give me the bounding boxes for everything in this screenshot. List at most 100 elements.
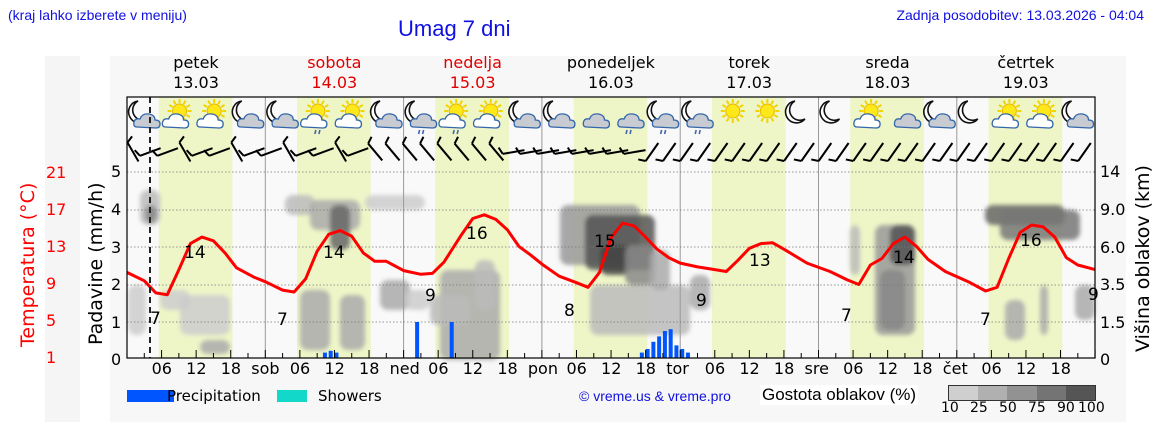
wind-barb-icon <box>384 136 401 162</box>
x-tick-label: 12 <box>186 359 207 378</box>
wind-barb-icon <box>845 142 867 162</box>
cloud-icon <box>582 113 611 129</box>
last-update: Zadnja posodobitev: 13.03.2026 - 04:04 <box>896 7 1144 23</box>
cloud-tick: 9.0 <box>1100 200 1126 219</box>
x-tick-label: 06 <box>704 359 726 378</box>
wind-barb-icon <box>566 146 594 155</box>
day-date: 13.03 <box>173 73 219 92</box>
sun-cloud-icon <box>853 99 884 129</box>
x-tick-label: 06 <box>981 359 1002 378</box>
wind-barb-icon <box>185 147 213 157</box>
temp-min-label: 7 <box>980 310 991 330</box>
moon-cloud-icon <box>508 100 541 129</box>
wind-barbs-row <box>126 135 1092 163</box>
temp-tick: 17 <box>46 200 67 219</box>
scale-tick: 100 <box>1078 400 1105 416</box>
x-tick-label: 18 <box>220 359 242 378</box>
temp-tick: 1 <box>46 348 57 367</box>
precip-tick: 1 <box>111 313 122 332</box>
wind-barb-icon <box>203 147 231 157</box>
precipitation-bars <box>322 322 690 358</box>
copyright-link[interactable]: © vreme.us & vreme.pro <box>579 388 731 404</box>
temp-min-label: 9 <box>425 286 436 306</box>
wind-barb-icon <box>759 142 781 162</box>
wind-barb-icon <box>334 135 347 163</box>
wind-barb-icon <box>497 146 525 155</box>
x-tick-label: 12 <box>462 359 484 378</box>
wind-barb-icon <box>601 146 629 155</box>
wind-barb-icon <box>914 142 936 162</box>
wind-barb-icon <box>949 142 971 162</box>
day-name: sobota <box>307 53 362 72</box>
day-label: nedelja 15.03 <box>404 53 542 93</box>
day-name: petek <box>173 53 219 72</box>
precip-tick: 4 <box>111 200 122 219</box>
sun-cloud-icon <box>161 99 192 129</box>
temperature-curve <box>126 213 1096 297</box>
cloud-tick: 1.5 <box>1100 313 1126 332</box>
wind-barb-icon <box>488 136 505 162</box>
precipitation-swatch <box>127 390 174 402</box>
temp-tick: 13 <box>46 237 67 256</box>
wind-barb-icon <box>151 147 179 157</box>
day-date: 16.03 <box>587 73 634 92</box>
wind-barb-icon <box>672 142 694 162</box>
wind-barb-icon <box>618 146 646 155</box>
sun-icon <box>755 99 780 123</box>
temp-min-label: 7 <box>277 310 288 330</box>
x-tick-label: tor <box>666 359 689 378</box>
wind-barb-icon <box>289 147 317 157</box>
x-tick-label: 12 <box>324 359 345 378</box>
cloud-tick: 6.0 <box>1100 238 1126 257</box>
wind-barb-icon <box>1001 142 1023 162</box>
precip-tick: 3 <box>111 238 122 257</box>
temp-tick: 21 <box>46 163 67 182</box>
moon-icon <box>784 100 806 124</box>
wind-barb-icon <box>367 136 384 162</box>
temp-max-label: 14 <box>893 248 915 268</box>
sun-cloud-icon <box>472 99 503 129</box>
sun-cloud-icon <box>196 99 227 129</box>
x-ticks <box>126 350 1096 358</box>
temp-max-label: 14 <box>323 243 345 263</box>
cloud-drizzle-icon <box>617 113 645 135</box>
precip-tick: 2 <box>111 275 122 294</box>
wind-barb-icon <box>532 146 560 155</box>
sun-cloud-icon <box>334 99 365 129</box>
wind-barb-icon <box>741 142 763 162</box>
x-tick-label: 06 <box>289 359 311 378</box>
moon-icon <box>957 100 979 124</box>
temp-end-label: 9 <box>1088 285 1099 305</box>
temp-max-label: 14 <box>184 243 206 263</box>
wind-barb-icon <box>655 142 677 162</box>
wind-barb-icon <box>828 142 850 162</box>
x-tick-label: 18 <box>359 359 380 378</box>
wind-barb-icon <box>401 136 418 162</box>
wind-barb-icon <box>230 135 244 163</box>
wind-barb-icon <box>282 135 296 163</box>
temp-min-label: 9 <box>696 291 707 311</box>
day-name: torek <box>728 53 770 72</box>
wind-barb-icon <box>255 147 283 157</box>
x-tick-label: 12 <box>739 359 760 378</box>
sun-icon <box>720 99 745 123</box>
wind-barb-icon <box>237 147 265 157</box>
wind-barb-icon <box>776 142 798 162</box>
moon-cloud-drizzle-icon <box>646 100 680 135</box>
cloud-icon <box>893 113 922 129</box>
cloud-tick: 0 <box>1100 350 1111 369</box>
day-name: četrtek <box>997 53 1055 72</box>
page-title: Umag 7 dni <box>398 16 511 41</box>
temp-max-label: 15 <box>594 232 616 252</box>
wind-barb-icon <box>811 142 833 162</box>
x-tick-label: 18 <box>635 359 656 378</box>
showers-swatch <box>277 390 307 402</box>
scale-tick: 90 <box>1057 400 1075 416</box>
moon-cloud-drizzle-icon <box>681 100 714 135</box>
wind-barb-icon <box>880 142 902 162</box>
wind-barb-icon <box>453 136 470 162</box>
sun-cloud-icon <box>991 99 1022 129</box>
wind-barb-icon <box>984 142 1006 162</box>
x-tick-label: ned <box>389 359 420 378</box>
showers-legend-label: Showers <box>318 387 382 405</box>
